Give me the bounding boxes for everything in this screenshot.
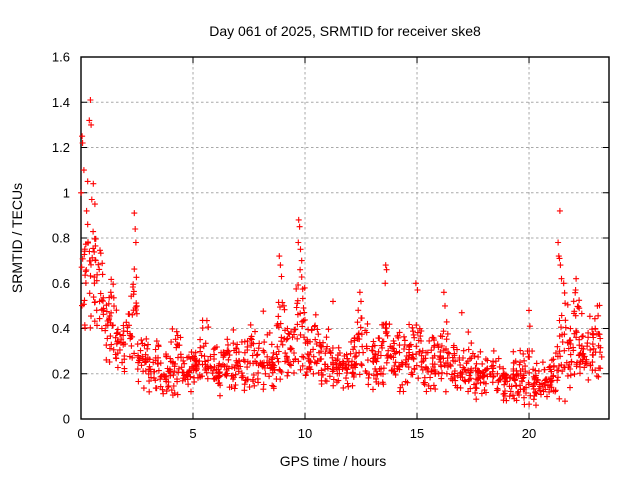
x-axis-title: GPS time / hours — [280, 453, 387, 469]
x-tick-label: 15 — [410, 426, 424, 441]
y-tick-label: 0.2 — [52, 366, 70, 381]
y-tick-label: 0.6 — [52, 276, 70, 291]
x-tick-label: 20 — [522, 426, 536, 441]
y-tick-label: 0 — [63, 412, 70, 427]
x-tick-label: 5 — [189, 426, 196, 441]
y-tick-label: 1 — [63, 185, 70, 200]
data-points-layer — [78, 97, 605, 409]
x-tick-label: 0 — [77, 426, 84, 441]
y-tick-label: 1.6 — [52, 50, 70, 65]
scatter-points — [78, 97, 605, 409]
y-tick-label: 0.8 — [52, 231, 70, 246]
tick-labels: 0 5 10 15 20 0 0.2 0.4 0.6 0.8 1 1.2 1.4 1.6 — [52, 50, 536, 442]
y-axis-title: SRMTID / TECUs — [9, 183, 25, 293]
chart-title: Day 061 of 2025, SRMTID for receiver ske… — [209, 23, 481, 39]
x-tick-label: 10 — [298, 426, 312, 441]
y-tick-label: 1.4 — [52, 95, 70, 110]
y-tick-label: 0.4 — [52, 321, 70, 336]
plot-border — [80, 56, 610, 420]
y-tick-label: 1.2 — [52, 140, 70, 155]
